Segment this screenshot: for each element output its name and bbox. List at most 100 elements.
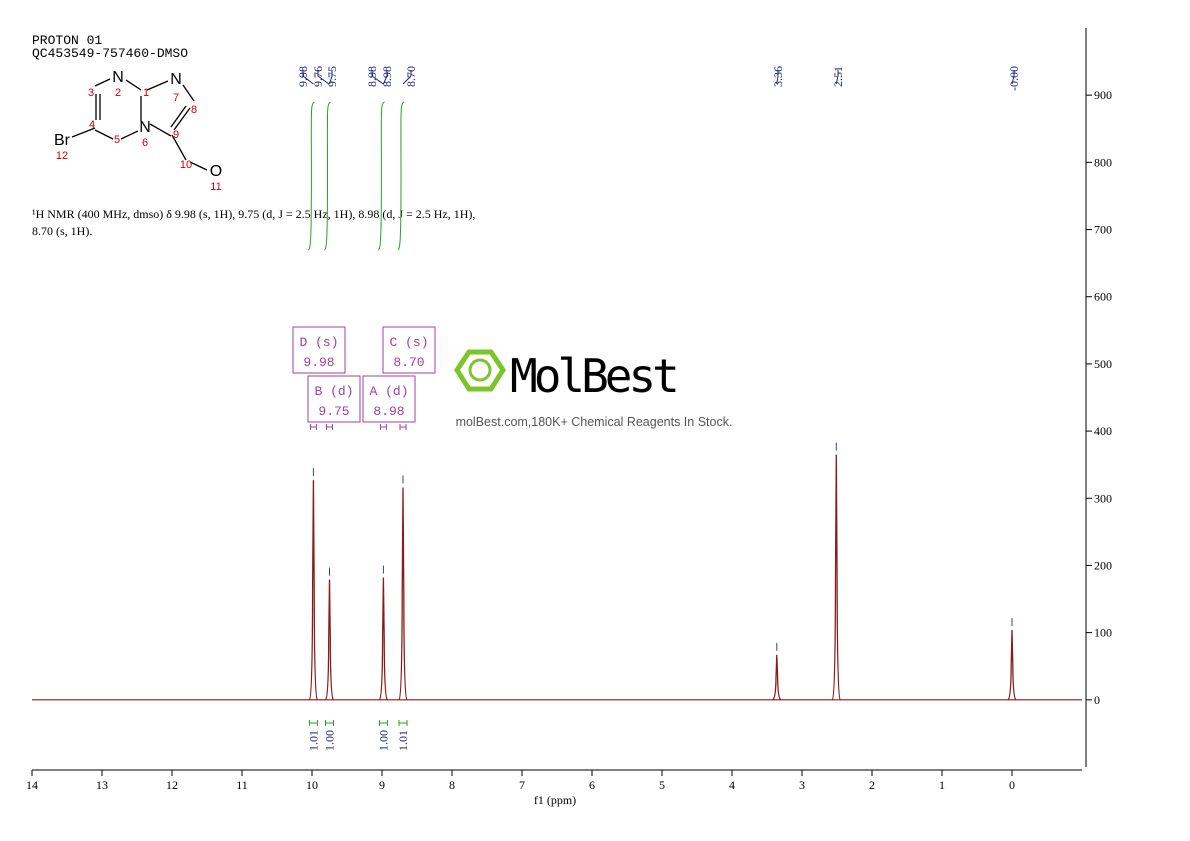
multiplet-box (362, 375, 416, 423)
peak (378, 577, 388, 701)
y-tick-label: 900 (1094, 88, 1112, 102)
peak (1007, 629, 1017, 701)
integral-curve (324, 101, 331, 251)
multiplet-box (307, 375, 361, 423)
watermark-tagline: molBest.com,180K+ Chemical Reagents In S… (456, 415, 733, 429)
y-tick-label: 100 (1094, 626, 1112, 640)
x-tick-label: 7 (519, 778, 525, 792)
sample-id: QC453549-757460-DMSO (32, 46, 188, 61)
multiplet-shift: 9.98 (303, 355, 334, 370)
multiplet-name: A (d) (369, 384, 408, 399)
integral-bracket (398, 720, 408, 726)
atom-number: 5 (114, 134, 120, 146)
integral-label: 1.00 (376, 730, 390, 751)
multiplet-name: C (s) (389, 335, 428, 350)
integral-label: 1.01 (306, 730, 320, 751)
integral-bracket (308, 720, 318, 726)
watermark-brand: MolBest (510, 349, 676, 403)
x-tick-label: 11 (236, 778, 248, 792)
x-tick-label: 14 (26, 778, 38, 792)
atom-number: 1 (143, 87, 149, 99)
integral-curve (378, 101, 385, 251)
x-tick-label: 4 (729, 778, 735, 792)
x-tick-label: 0 (1009, 778, 1015, 792)
peak-label-leader (317, 70, 330, 85)
atom-number: 6 (142, 137, 148, 149)
peak-label-leader (835, 70, 839, 85)
y-tick-label: 200 (1094, 558, 1112, 572)
multiplet-box (382, 326, 436, 374)
peak-label-leader (371, 70, 384, 85)
peak-label-leader (302, 70, 314, 85)
multiplet-name: D (s) (299, 335, 338, 350)
multiplet-marker (399, 424, 407, 430)
y-tick-label: 800 (1094, 155, 1112, 169)
multiplet-shift: 8.98 (373, 404, 404, 419)
y-tick-label: 0 (1094, 693, 1100, 707)
logo (454, 349, 506, 392)
peak (324, 579, 335, 701)
atom-number: 3 (88, 87, 94, 99)
peak-label-leader (1011, 70, 1015, 85)
bonds (71, 78, 208, 171)
x-tick-label: 12 (166, 778, 178, 792)
multiplet-name: B (d) (314, 384, 353, 399)
integral-bracket (378, 720, 388, 726)
peak-label: -0.00 (1007, 66, 1021, 91)
peak (398, 487, 408, 701)
peak-label-leader (382, 70, 388, 85)
atom-number: 9 (173, 129, 179, 141)
atom-symbol: Br (54, 132, 71, 149)
x-tick-label: 5 (659, 778, 665, 792)
logo-hexagon (454, 349, 506, 392)
integral-label: 1.00 (323, 730, 337, 751)
peak-label-leader (329, 70, 333, 85)
peak-label-leader (402, 70, 412, 85)
atom-symbol: N (112, 69, 124, 86)
description-line: ¹H NMR (400 MHz, dmso) δ 9.98 (s, 1H), 9… (32, 207, 475, 221)
molecule (71, 78, 208, 171)
x-tick-label: 2 (869, 778, 875, 792)
atom-number: 4 (89, 119, 95, 131)
atom-number: 10 (180, 159, 192, 171)
logo-ring (468, 358, 492, 382)
x-tick-label: 3 (799, 778, 805, 792)
atom-symbol: N (139, 119, 151, 136)
integral-curve (397, 101, 405, 251)
peak-label-leader (776, 70, 779, 85)
atom-number: 8 (191, 104, 197, 116)
integral-bracket (325, 720, 334, 726)
y-tick-label: 500 (1094, 357, 1112, 371)
y-tick-label: 400 (1094, 424, 1112, 438)
multiplet-marker (379, 424, 387, 430)
x-tick-label: 1 (939, 778, 945, 792)
atom-number: 11 (210, 181, 221, 193)
y-tick-label: 700 (1094, 223, 1112, 237)
x-axis-label: f1 (ppm) (534, 793, 576, 807)
atom-symbol: O (210, 163, 222, 180)
x-tick-label: 8 (449, 778, 455, 792)
multiplet-box (292, 326, 346, 374)
multiplet-shift: 9.75 (318, 404, 349, 419)
experiment-title: PROTON 01 (32, 33, 102, 48)
y-tick-label: 600 (1094, 290, 1112, 304)
peak (308, 480, 318, 701)
multiplet-marker (309, 424, 317, 430)
y-tick-label: 300 (1094, 491, 1112, 505)
peak (772, 654, 782, 701)
description-line: 8.70 (s, 1H). (32, 224, 92, 238)
atom-symbol: N (170, 71, 182, 88)
integral-curve (308, 101, 315, 251)
x-tick-label: 6 (589, 778, 595, 792)
peak (831, 454, 841, 701)
integral-label: 1.01 (396, 730, 410, 751)
multiplet-shift: 8.70 (393, 355, 424, 370)
multiplet-marker (326, 424, 333, 430)
x-tick-label: 13 (96, 778, 108, 792)
atom-number: 12 (56, 150, 68, 162)
x-tick-label: 9 (379, 778, 385, 792)
atom-number: 2 (115, 87, 121, 99)
atom-number: 7 (173, 92, 179, 104)
